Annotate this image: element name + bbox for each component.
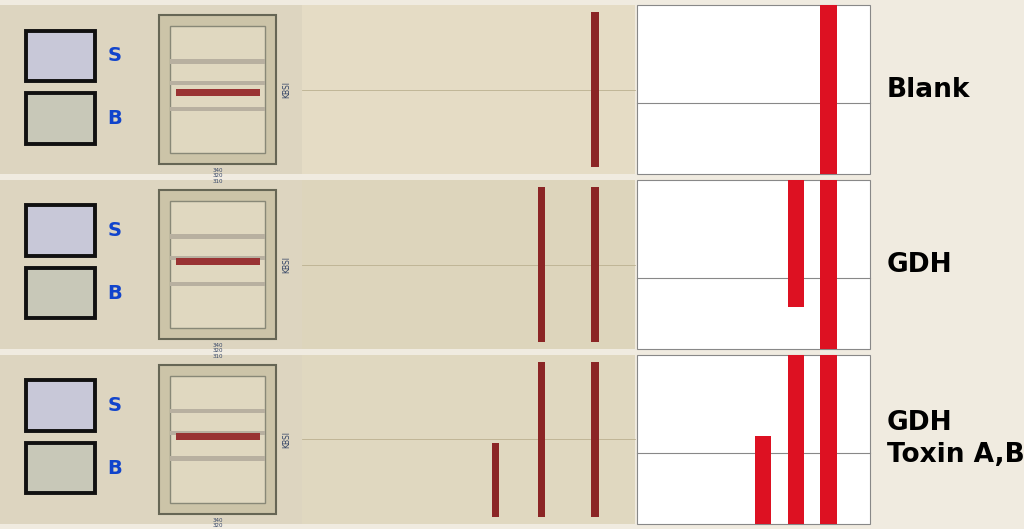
- Text: S: S: [108, 396, 122, 415]
- Bar: [0, 180, 302, 349]
- Bar: [820, 355, 837, 524]
- Bar: [787, 355, 804, 524]
- Bar: [170, 59, 264, 63]
- Bar: [302, 180, 635, 349]
- Bar: [170, 26, 264, 153]
- Bar: [787, 180, 804, 307]
- Bar: [592, 362, 598, 517]
- Bar: [170, 107, 264, 111]
- Bar: [176, 258, 260, 264]
- Text: GDH: GDH: [887, 251, 952, 278]
- Bar: [176, 89, 260, 96]
- Text: 340
320
310: 340 320 310: [212, 168, 223, 184]
- Bar: [592, 12, 598, 167]
- Text: GDH
Toxin A,B: GDH Toxin A,B: [887, 411, 1024, 468]
- Bar: [637, 355, 870, 524]
- Bar: [170, 376, 264, 503]
- Text: B: B: [108, 459, 122, 478]
- Bar: [170, 256, 264, 260]
- Bar: [170, 234, 264, 239]
- Bar: [26, 268, 95, 318]
- Bar: [26, 93, 95, 143]
- Bar: [820, 180, 837, 349]
- Bar: [302, 5, 635, 174]
- Text: Blank: Blank: [887, 77, 971, 103]
- Text: B: B: [108, 109, 122, 127]
- Bar: [637, 180, 870, 349]
- Bar: [170, 457, 264, 461]
- Bar: [159, 190, 276, 339]
- Bar: [170, 409, 264, 414]
- Bar: [0, 5, 302, 174]
- Bar: [159, 365, 276, 514]
- Text: KBSI: KBSI: [283, 431, 291, 448]
- Bar: [755, 436, 771, 524]
- Bar: [26, 443, 95, 494]
- Text: KBSI: KBSI: [283, 81, 291, 98]
- Bar: [170, 81, 264, 85]
- Text: KBSI: KBSI: [283, 256, 291, 273]
- Bar: [0, 355, 302, 524]
- Bar: [492, 443, 499, 517]
- Text: S: S: [108, 47, 122, 66]
- Bar: [26, 380, 95, 431]
- Text: S: S: [108, 221, 122, 240]
- Text: 340
320
310: 340 320 310: [212, 518, 223, 529]
- Bar: [539, 187, 545, 342]
- Text: B: B: [108, 284, 122, 303]
- Bar: [539, 362, 545, 517]
- Bar: [302, 355, 635, 524]
- Text: 340
320
310: 340 320 310: [212, 343, 223, 359]
- Bar: [637, 5, 870, 174]
- Bar: [159, 15, 276, 164]
- Bar: [170, 281, 264, 286]
- Bar: [170, 431, 264, 435]
- Bar: [170, 200, 264, 329]
- Bar: [26, 205, 95, 256]
- Bar: [176, 433, 260, 440]
- Bar: [26, 31, 95, 81]
- Bar: [820, 5, 837, 174]
- Bar: [592, 187, 598, 342]
